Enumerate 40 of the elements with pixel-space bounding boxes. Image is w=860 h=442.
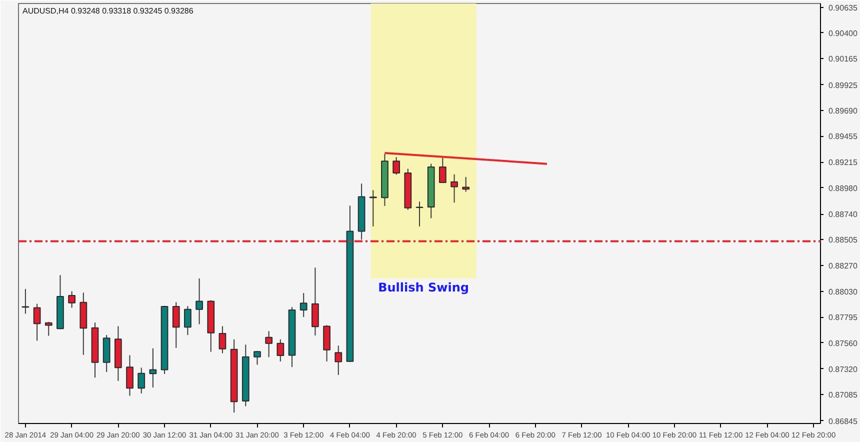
y-tick-label: 0.88270	[828, 261, 858, 270]
y-tick-label: 0.90635	[828, 3, 858, 12]
y-tick-label: 0.87085	[828, 390, 858, 400]
candlestick	[138, 367, 146, 394]
candlestick	[462, 176, 470, 192]
y-tick-label: 0.87560	[828, 338, 858, 348]
y-tick-label: 0.86845	[828, 416, 858, 426]
candlestick	[450, 174, 458, 204]
candlestick	[265, 330, 273, 358]
y-tick-label: 0.88505	[828, 236, 858, 245]
candlestick	[33, 303, 41, 342]
y-tick-label: 0.87795	[828, 313, 858, 322]
candlestick	[323, 324, 330, 362]
candlestick	[196, 278, 203, 325]
candlestick	[300, 292, 308, 318]
y-tick-label: 0.89690	[828, 106, 858, 116]
candlestick	[312, 267, 319, 336]
y-tick-label: 0.89215	[828, 158, 858, 168]
y-tick-label: 0.89925	[828, 80, 858, 90]
candlestick	[126, 354, 134, 396]
candlestick	[369, 190, 377, 227]
y-tick-label: 0.89455	[828, 132, 858, 142]
candlestick	[276, 338, 284, 362]
y-tick-label: 0.90165	[828, 54, 858, 64]
candlestick	[149, 348, 157, 388]
candlestick	[44, 321, 52, 336]
candlestick	[68, 290, 76, 308]
annotation: Bullish Swing	[378, 280, 469, 294]
candlestick	[218, 326, 226, 354]
candlestick	[172, 302, 180, 348]
y-tick-label: 0.87320	[828, 364, 858, 374]
candlestick	[334, 345, 342, 376]
y-tick-label: 0.90400	[828, 28, 858, 38]
chart-title: AUDUSD,H4 0.93248 0.93318 0.93245 0.93286	[22, 6, 194, 16]
y-tick-label: 0.88740	[828, 210, 858, 220]
candlestick	[184, 306, 192, 336]
y-tick-label: 0.88980	[828, 184, 858, 193]
candlestick	[392, 156, 400, 176]
candlestick	[254, 350, 261, 366]
y-tick-label: 0.88030	[828, 288, 858, 296]
